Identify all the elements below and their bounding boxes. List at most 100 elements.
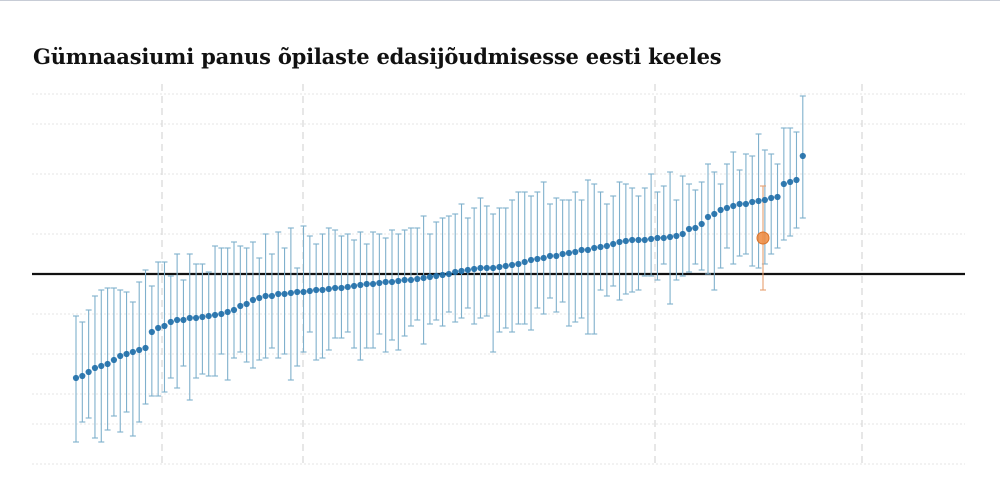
data-point-115 — [799, 152, 806, 160]
data-point-63 — [471, 265, 478, 273]
data-point-72 — [527, 256, 535, 264]
data-point-23 — [218, 310, 225, 318]
data-point-76 — [553, 252, 560, 260]
data-point-92 — [654, 234, 661, 242]
data-point-35 — [294, 288, 301, 296]
data-point-77 — [559, 250, 566, 258]
data-point-98 — [692, 224, 699, 232]
data-point-19 — [192, 314, 200, 322]
data-point-14 — [161, 322, 168, 330]
data-point-10 — [136, 346, 143, 354]
data-point-0 — [72, 374, 80, 382]
data-point-90 — [641, 236, 648, 244]
data-point-17 — [180, 316, 187, 324]
data-point-47 — [369, 280, 377, 288]
data-point-62 — [464, 266, 471, 274]
data-point-51 — [395, 277, 402, 285]
data-point-100 — [704, 213, 712, 221]
data-point-5 — [104, 360, 111, 368]
data-point-15 — [167, 318, 174, 326]
data-point-33 — [281, 290, 288, 298]
data-point-111 — [774, 193, 781, 201]
data-point-59 — [445, 270, 452, 278]
data-point-106 — [742, 200, 750, 208]
data-point-57 — [433, 272, 440, 280]
data-point-54 — [414, 275, 421, 283]
data-point-29 — [256, 294, 263, 302]
data-point-97 — [685, 225, 693, 233]
data-point-53 — [407, 276, 415, 284]
data-point-49 — [382, 278, 389, 286]
data-point-43 — [344, 283, 351, 291]
data-point-94 — [666, 233, 674, 241]
data-point-82 — [591, 244, 598, 252]
data-point-13 — [155, 324, 162, 332]
data-point-78 — [565, 249, 573, 257]
highlight-point — [756, 231, 770, 245]
data-point-58 — [439, 271, 446, 279]
data-point-67 — [496, 263, 503, 271]
data-point-32 — [275, 290, 282, 298]
data-point-101 — [711, 210, 718, 218]
data-point-112 — [780, 180, 787, 188]
data-point-65 — [483, 264, 490, 272]
data-point-8 — [123, 350, 130, 358]
data-point-7 — [117, 352, 124, 360]
data-point-108 — [755, 197, 762, 205]
data-point-103 — [723, 204, 731, 212]
data-point-34 — [287, 289, 294, 297]
data-point-70 — [515, 260, 522, 268]
data-point-85 — [610, 240, 617, 248]
data-point-81 — [584, 246, 592, 254]
data-point-93 — [660, 234, 667, 242]
grid-layer — [32, 84, 965, 467]
data-point-83 — [597, 243, 604, 251]
data-point-38 — [313, 286, 320, 294]
data-point-42 — [338, 284, 345, 292]
data-point-102 — [717, 206, 724, 214]
data-point-2 — [85, 368, 92, 376]
data-point-64 — [477, 264, 484, 272]
data-point-68 — [502, 262, 509, 270]
data-point-73 — [534, 255, 541, 263]
data-point-31 — [268, 292, 276, 300]
data-point-46 — [363, 280, 370, 288]
data-point-48 — [376, 279, 383, 287]
data-point-105 — [736, 200, 743, 208]
data-point-88 — [629, 236, 636, 244]
data-point-75 — [546, 252, 554, 260]
data-point-74 — [540, 254, 547, 262]
data-point-55 — [420, 274, 427, 282]
data-point-12 — [148, 328, 155, 336]
data-point-37 — [306, 287, 313, 295]
data-point-25 — [230, 306, 238, 314]
point-layer — [72, 152, 806, 382]
data-point-79 — [572, 248, 579, 256]
data-point-1 — [79, 372, 86, 380]
error-bar-layer — [73, 95, 806, 443]
data-point-9 — [129, 348, 136, 356]
data-point-20 — [199, 313, 206, 321]
data-point-41 — [332, 284, 339, 292]
data-point-87 — [622, 237, 629, 245]
data-point-22 — [211, 311, 219, 319]
data-point-50 — [388, 278, 396, 286]
data-point-66 — [490, 264, 497, 272]
data-point-114 — [793, 176, 800, 184]
data-point-86 — [616, 238, 623, 246]
data-point-18 — [186, 314, 193, 322]
data-point-96 — [679, 230, 686, 238]
data-point-91 — [648, 235, 655, 243]
data-point-89 — [635, 236, 642, 244]
data-point-71 — [521, 258, 528, 266]
data-point-3 — [91, 364, 99, 372]
data-point-4 — [98, 362, 105, 370]
data-point-104 — [730, 202, 737, 210]
data-point-95 — [673, 232, 680, 240]
data-point-107 — [749, 198, 756, 206]
data-point-69 — [508, 261, 516, 269]
data-point-39 — [319, 286, 326, 294]
data-point-6 — [110, 356, 118, 364]
data-point-21 — [205, 312, 212, 320]
